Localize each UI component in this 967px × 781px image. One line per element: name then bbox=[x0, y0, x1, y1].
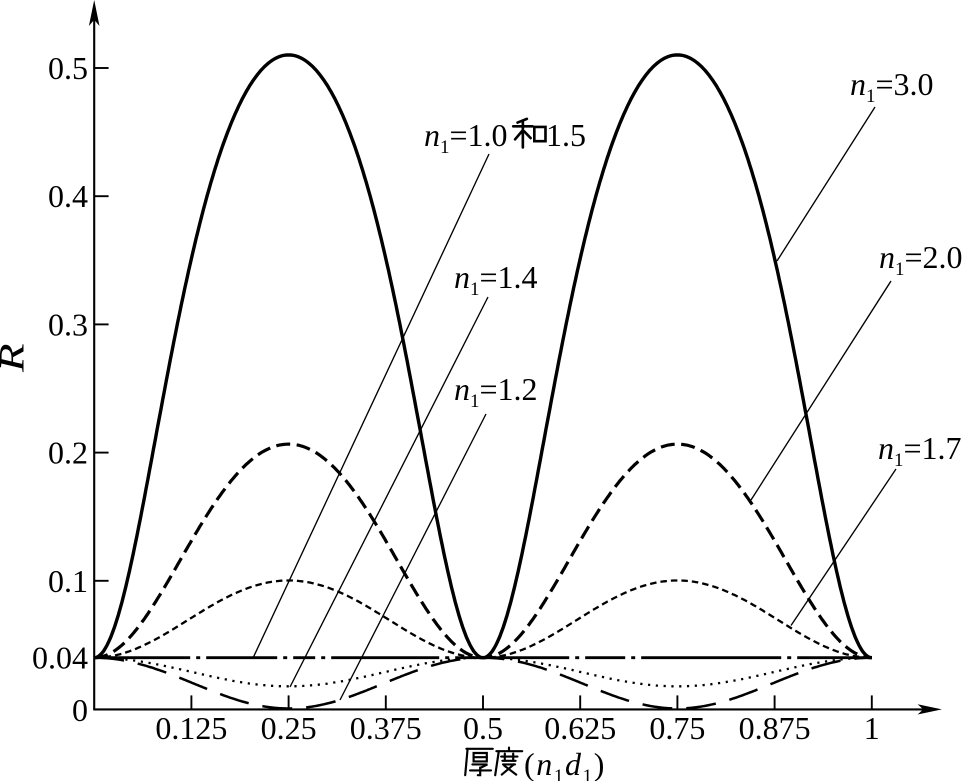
svg-text:0.625: 0.625 bbox=[544, 710, 616, 746]
svg-text:0.75: 0.75 bbox=[649, 710, 705, 746]
svg-text:R: R bbox=[0, 343, 32, 373]
svg-text:(n1d1): (n1d1) bbox=[524, 746, 606, 781]
svg-text:1: 1 bbox=[864, 710, 880, 746]
svg-text:n1=1.2: n1=1.2 bbox=[454, 371, 538, 412]
svg-text:0.4: 0.4 bbox=[48, 178, 88, 214]
svg-text:n1=1.0: n1=1.0 bbox=[424, 117, 508, 158]
svg-text:0.5: 0.5 bbox=[48, 50, 88, 86]
svg-text:0.04: 0.04 bbox=[32, 640, 88, 676]
svg-text:0.25: 0.25 bbox=[261, 710, 317, 746]
svg-text:0.875: 0.875 bbox=[739, 710, 811, 746]
svg-text:0.375: 0.375 bbox=[350, 710, 422, 746]
svg-text:0.5: 0.5 bbox=[463, 710, 503, 746]
svg-text:n1=3.0: n1=3.0 bbox=[850, 66, 934, 107]
svg-text:n1=1.4: n1=1.4 bbox=[454, 259, 538, 300]
svg-text:0.3: 0.3 bbox=[48, 306, 88, 342]
svg-text:n1=1.7: n1=1.7 bbox=[878, 430, 962, 471]
svg-text:0.1: 0.1 bbox=[48, 563, 88, 599]
svg-text:0.2: 0.2 bbox=[48, 435, 88, 471]
svg-text:n1=2.0: n1=2.0 bbox=[879, 239, 963, 280]
svg-text:1.5: 1.5 bbox=[546, 117, 586, 153]
svg-text:0: 0 bbox=[72, 692, 88, 728]
svg-text:0.125: 0.125 bbox=[155, 710, 227, 746]
